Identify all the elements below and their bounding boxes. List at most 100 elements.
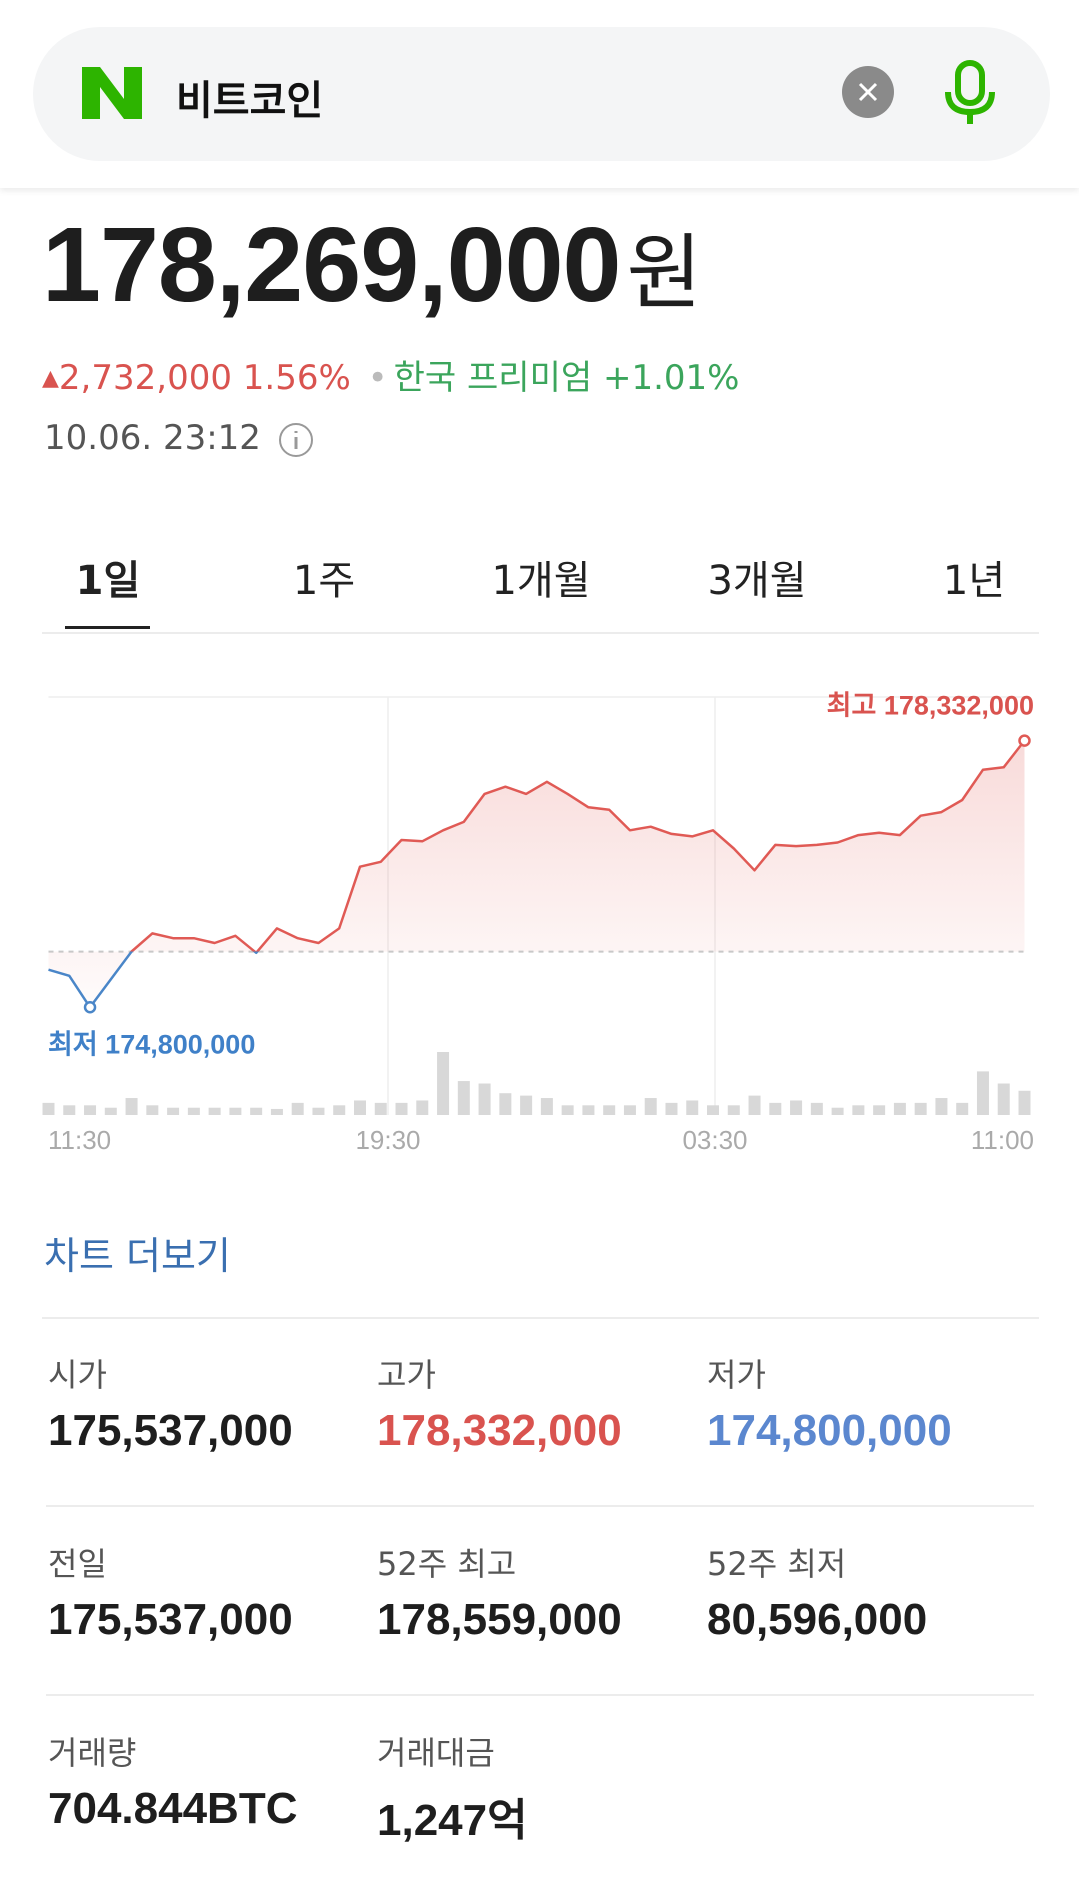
volume-bar xyxy=(437,1051,450,1115)
stat-value: 178,332,000 xyxy=(377,1406,622,1455)
volume-bar xyxy=(540,1098,553,1115)
volume-bar xyxy=(229,1107,242,1115)
stat-value: 80,596,000 xyxy=(707,1595,928,1644)
stat-label: 고가 xyxy=(377,1356,436,1394)
tab[interactable]: 1일 xyxy=(75,558,141,604)
volume-bar xyxy=(561,1105,574,1115)
change-row: ▲2,732,000 1.56% • 한국 프리미엄 +1.01% xyxy=(42,350,739,399)
tab[interactable]: 1개월 xyxy=(491,558,591,604)
volume-bar xyxy=(976,1071,989,1115)
volume-bar xyxy=(104,1107,117,1115)
stat-label: 52주 최저 xyxy=(707,1545,847,1583)
price-line xyxy=(48,739,1026,1009)
volume-bar xyxy=(520,1095,533,1115)
divider xyxy=(46,1694,1034,1696)
stat-label: 거래량 xyxy=(48,1734,137,1772)
x-tick-label: 19:30 xyxy=(355,1125,420,1155)
volume-bar xyxy=(748,1095,761,1115)
volume-bar xyxy=(353,1100,366,1115)
x-tick-label: 11:00 xyxy=(971,1125,1034,1155)
stat-value: 175,537,000 xyxy=(48,1406,293,1455)
price-value: 178,269,000 xyxy=(42,206,621,324)
stat-value: 174,800,000 xyxy=(707,1406,952,1455)
volume-bar xyxy=(603,1105,616,1115)
currency: 원 xyxy=(626,228,701,319)
timestamp: 10.06. 23:12 xyxy=(44,418,261,458)
stat-label: 시가 xyxy=(48,1356,107,1394)
volume-bar xyxy=(935,1098,948,1115)
volume-bar xyxy=(84,1105,97,1115)
divider xyxy=(46,1505,1034,1507)
volume-bar xyxy=(831,1107,844,1115)
volume-bar xyxy=(125,1098,138,1115)
volume-bar xyxy=(187,1107,200,1115)
tab-underline xyxy=(65,626,150,629)
volume-bar xyxy=(333,1105,346,1115)
volume-bar xyxy=(167,1107,180,1115)
clear-button[interactable] xyxy=(841,65,895,119)
stat-value: 175,537,000 xyxy=(48,1595,293,1644)
volume-bar xyxy=(395,1102,408,1115)
low-marker xyxy=(83,1001,97,1014)
volume-bar xyxy=(893,1102,906,1115)
high-label: 최고 178,332,000 xyxy=(827,691,1034,721)
header: 비트코인 xyxy=(0,0,1079,188)
stat-value: 704.844BTC xyxy=(48,1784,298,1833)
volume-bar xyxy=(644,1098,657,1115)
volume-bar xyxy=(374,1102,387,1115)
chart: 최고 178,332,000 최저 174,800,000 11:30 19:30 03… xyxy=(42,691,1034,1155)
premium: 한국 프리미엄 +1.01% xyxy=(393,358,740,398)
divider xyxy=(42,1317,1039,1319)
voice-button[interactable] xyxy=(940,60,1000,128)
volume-bar xyxy=(769,1102,782,1115)
up-arrow: ▲ xyxy=(42,366,59,391)
volume-bar xyxy=(873,1105,886,1115)
chart-more-link[interactable]: 차트 더보기 xyxy=(44,1234,231,1278)
volume-bar xyxy=(291,1102,304,1115)
volume-bar xyxy=(686,1100,699,1115)
volume-bar xyxy=(852,1105,865,1115)
price-area xyxy=(48,740,1025,1008)
volume-bar xyxy=(146,1105,159,1115)
volume-bar xyxy=(623,1105,636,1115)
volume-bar xyxy=(665,1102,678,1115)
low-label: 최저 174,800,000 xyxy=(48,1029,255,1059)
volume-bar xyxy=(270,1108,283,1115)
volume-bar xyxy=(997,1083,1010,1115)
volume-bar xyxy=(499,1093,512,1115)
divider xyxy=(42,632,1039,634)
volume-bar xyxy=(727,1105,740,1115)
volume-bar xyxy=(810,1102,823,1115)
volume-bar xyxy=(1018,1090,1031,1115)
separator: • xyxy=(367,358,388,398)
stat-label: 거래대금 xyxy=(377,1734,495,1772)
stat-label: 52주 최고 xyxy=(377,1545,517,1583)
stat-value: 1,247억 xyxy=(377,1796,528,1845)
tab[interactable]: 3개월 xyxy=(707,558,807,604)
naver-logo[interactable] xyxy=(82,67,142,119)
price: 178,269,000원 xyxy=(42,205,702,326)
change: 2,732,000 1.56% xyxy=(58,358,351,398)
volume-bar xyxy=(478,1083,491,1115)
volume-bar xyxy=(42,1102,55,1115)
volume-bar xyxy=(582,1105,595,1115)
volume-bar xyxy=(790,1100,803,1115)
stat-label: 저가 xyxy=(707,1356,766,1394)
stat-value: 178,559,000 xyxy=(377,1595,622,1644)
volume-bar xyxy=(914,1102,927,1115)
high-marker xyxy=(1018,734,1031,747)
volume-bar xyxy=(457,1081,470,1115)
volume-bar xyxy=(956,1102,969,1115)
tab[interactable]: 1년 xyxy=(942,558,1006,604)
volume-bar xyxy=(208,1107,221,1115)
info-icon[interactable] xyxy=(277,421,315,459)
volume-bar xyxy=(707,1105,720,1115)
stat-label: 전일 xyxy=(48,1545,107,1583)
volume-bar xyxy=(250,1107,263,1115)
search-query[interactable]: 비트코인 xyxy=(176,78,324,124)
tab[interactable]: 1주 xyxy=(292,558,356,604)
volume-bar xyxy=(63,1105,76,1115)
x-tick-label: 11:30 xyxy=(48,1125,111,1155)
x-tick-label: 03:30 xyxy=(682,1125,747,1155)
